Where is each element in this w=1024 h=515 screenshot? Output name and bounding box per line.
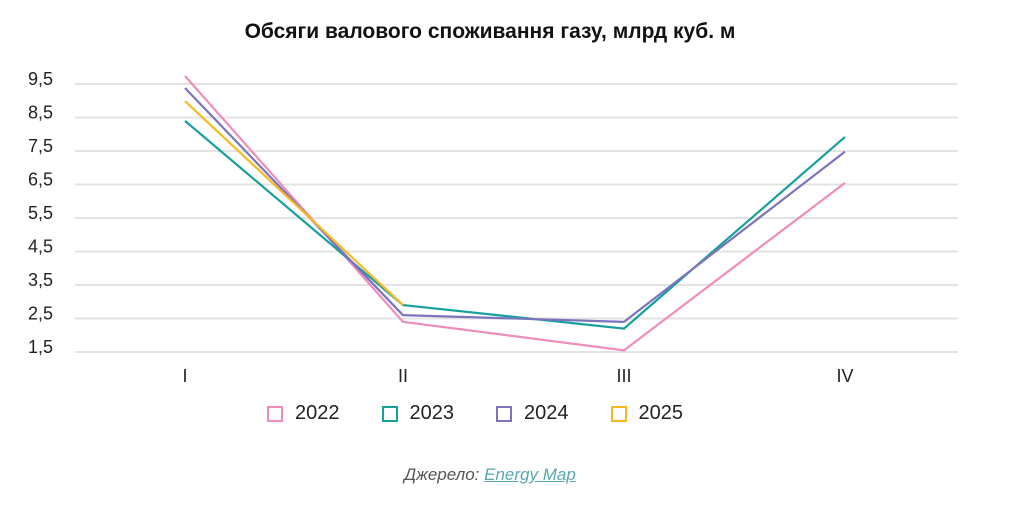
y-tick-label: 6,5 [28,170,53,190]
x-tick-label: II [398,366,408,386]
source-label: Джерело: [404,465,480,484]
series-line-2023 [184,120,846,330]
legend-item-2023: 2023 [381,402,455,425]
chart-title: Обсяги валового споживання газу, млрд ку… [244,20,736,43]
legend-swatch [496,405,512,422]
y-tick-label: 3,5 [28,270,53,290]
y-tick-label: 8,5 [28,103,53,123]
x-tick-label: I [182,366,187,386]
source-note: Джерело: Energy Map [0,465,980,485]
series-line-2024 [184,87,846,323]
line-chart: 9,58,57,56,55,54,53,52,51,5I II III IV [28,69,958,386]
legend-swatch [267,405,283,422]
series-line-2022 [184,75,846,352]
legend-swatch [610,405,627,422]
legend-item-2025: 2025 [610,402,684,425]
y-tick-label: 9,5 [28,69,53,89]
legend-label: 2025 [638,402,684,424]
source-link[interactable]: Energy Map [484,465,576,484]
y-tick-label: 2,5 [28,304,53,324]
legend-swatch [381,405,398,422]
y-tick-label: 4,5 [28,237,53,257]
series-line-2025 [184,100,404,306]
legend-item-2022: 2022 [267,402,340,425]
legend-label: 2023 [409,402,455,424]
y-tick-label: 5,5 [28,203,53,223]
legend-item-2024: 2024 [496,402,569,425]
x-tick-label: III [616,366,631,386]
x-tick-label: IV [836,366,853,386]
y-tick-label: 1,5 [28,337,53,357]
legend: 2022 2023 2024 2025 [0,402,950,425]
legend-label: 2022 [295,402,340,424]
y-tick-label: 7,5 [28,136,53,156]
legend-label: 2024 [524,402,569,424]
